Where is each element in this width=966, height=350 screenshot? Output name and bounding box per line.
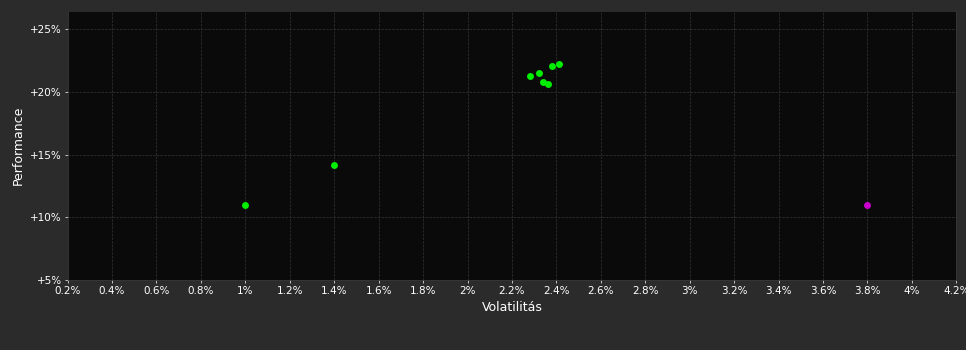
Y-axis label: Performance: Performance — [12, 106, 25, 185]
X-axis label: Volatilitás: Volatilitás — [481, 301, 543, 314]
